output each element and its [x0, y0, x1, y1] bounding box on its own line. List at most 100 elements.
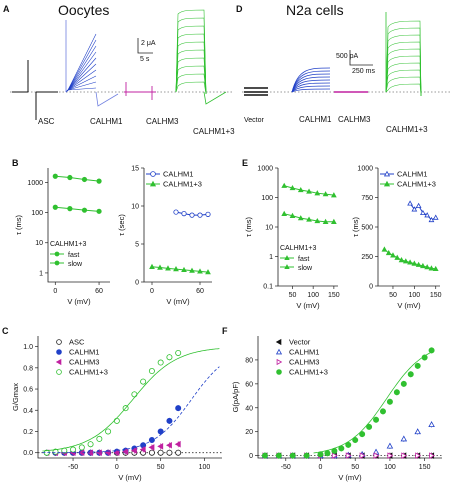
series-line-b-left-1: [55, 206, 100, 212]
point-e-left-0-4: [314, 190, 321, 196]
point-e-left-0-5: [322, 191, 329, 197]
point-c-2-12: [148, 444, 155, 451]
trace-calhm1-tail: [65, 20, 119, 107]
xtick-label-f-0: -50: [281, 464, 291, 471]
xtick-label-c-0: -50: [68, 464, 78, 471]
ylabel-b-right: τ (sec): [117, 214, 126, 236]
xtick-label-b-right-1: 60: [196, 288, 204, 295]
legend-text-b-left-1: slow: [68, 261, 83, 268]
ytick-label-b-left-2: 10: [35, 240, 43, 247]
n2a-scale-bar: 500 pA 250 ms: [336, 50, 375, 75]
point-f-3-3: [303, 452, 310, 459]
point-f-3-5: [324, 450, 331, 457]
point-f-3-17: [407, 371, 414, 378]
trace-n2a-calhm1-4: [291, 76, 331, 93]
legend-marker-e-right-1: [383, 180, 391, 187]
ylabel-e-left: τ (ms): [244, 216, 253, 237]
trace-n2a-calhm13-9: [385, 20, 422, 97]
point-f-3-18: [414, 362, 421, 369]
legend-title-e-left: CALHM1+3: [280, 245, 316, 252]
point-e-left-1-6: [330, 218, 337, 224]
trace-calhm1-8: [65, 39, 97, 93]
series-line-b-left-0: [55, 175, 100, 182]
ytick-label-f-4: 80: [245, 357, 253, 364]
point-f-3-1: [275, 452, 282, 459]
point-e-left-1-2: [297, 215, 304, 221]
point-b-left-0-1: [67, 174, 73, 181]
trace-n2a-calhm13-4: [385, 55, 422, 97]
chart-b-left: B 0 60 1000 100 10 1 V (mV) τ (ms) CALHM1+3 fast sl…: [12, 158, 110, 306]
xtick-label-e-right-1: 100: [409, 292, 421, 299]
point-b-left-0-3: [96, 178, 102, 184]
oocyte-current-traces: [10, 9, 232, 120]
fit-curve-calhm1: [42, 366, 220, 453]
point-f-3-2: [289, 452, 296, 459]
ytick-label-b-left-1: 100: [31, 210, 43, 217]
n2a-label-calhm1: CALHM1: [299, 115, 332, 124]
trace-n2a-calhm13-0: [385, 83, 422, 97]
trace-calhm13-6: [175, 33, 207, 95]
point-e-right-0-5: [428, 216, 435, 223]
point-b-right-0-3: [197, 212, 203, 218]
series-b-right-0: [173, 209, 211, 218]
trace-vector: [244, 87, 268, 96]
panel-d-title: N2a cells: [286, 2, 344, 18]
point-c-2-10: [130, 447, 137, 454]
point-c-3-15: [175, 349, 182, 356]
trace-calhm13-2: [175, 65, 207, 95]
xtick-label-e-left-0: 50: [289, 292, 297, 299]
point-f-3-8: [345, 441, 352, 448]
trace-n2a-calhm1-3: [291, 79, 331, 93]
point-e-right-0-4: [424, 212, 431, 218]
point-e-left-1-5: [322, 218, 329, 224]
point-e-right-0-6: [432, 214, 439, 220]
point-f-2-11: [415, 452, 422, 459]
point-f-1-10: [400, 435, 408, 442]
ylabel-e-right: τ (ms): [351, 216, 360, 237]
point-c-2-9: [122, 448, 129, 455]
legend-text-c-3: CALHM1+3: [69, 368, 108, 377]
point-c-3-8: [113, 417, 120, 424]
point-c-3-10: [131, 391, 138, 398]
panel-a-title: Oocytes: [58, 2, 109, 18]
point-f-3-14: [386, 398, 393, 405]
trace-calhm1-9: [65, 33, 97, 93]
trace-n2a-calhm1-1: [291, 85, 331, 93]
point-b-right-0-2: [189, 212, 195, 218]
series-b-left-0: [52, 173, 102, 184]
ytick-label-c-1: 0.2: [23, 429, 33, 436]
point-e-right-1-1: [385, 249, 392, 256]
ytick-label-c-4: 0.8: [23, 365, 33, 372]
ytick-label-e-left-3: 1: [269, 254, 273, 261]
point-b-left-1-0: [52, 204, 58, 210]
ytick-label-e-left-4: 0.1: [263, 284, 273, 291]
point-e-right-1-4: [398, 257, 405, 263]
ytick-label-e-right-2: 500: [361, 225, 373, 232]
legend-b-left: CALHM1+3 fast slow: [50, 241, 86, 268]
legend-marker-f-2: [276, 358, 283, 366]
chart-e-right: 50 100 150 1000 750 500 250 0 V (mV) τ (ms) CALHM1…: [351, 166, 442, 311]
legend-marker-e-left-1: [284, 264, 290, 270]
ylabel-b-left: τ (ms): [14, 214, 23, 235]
oocyte-scale-bar: 2 μA 5 s: [137, 38, 156, 63]
legend-marker-f-3: [276, 369, 282, 375]
point-c-3-11: [140, 378, 147, 385]
point-b-right-0-0: [173, 209, 179, 215]
point-b-right-1-7: [205, 269, 211, 275]
point-e-right-0-0: [407, 200, 413, 206]
trace-asc: [12, 60, 58, 120]
panel-letter-c: C: [2, 326, 9, 336]
ylabel-c: G/Gmax: [11, 383, 20, 411]
point-f-3-9: [352, 437, 359, 444]
xtick-label-b-left-0: 0: [53, 288, 57, 295]
point-e-left-0-3: [306, 188, 312, 194]
point-e-right-1-0: [381, 246, 388, 252]
oocyte-label-calhm13: CALHM1+3: [193, 127, 235, 136]
point-f-2-6: [345, 452, 352, 459]
point-c-2-8: [113, 449, 120, 456]
axes-b-left: [47, 168, 110, 283]
xtick-label-e-right-2: 150: [430, 292, 442, 299]
n2a-label-vector: Vector: [244, 117, 265, 124]
point-e-left-0-2: [297, 186, 304, 193]
